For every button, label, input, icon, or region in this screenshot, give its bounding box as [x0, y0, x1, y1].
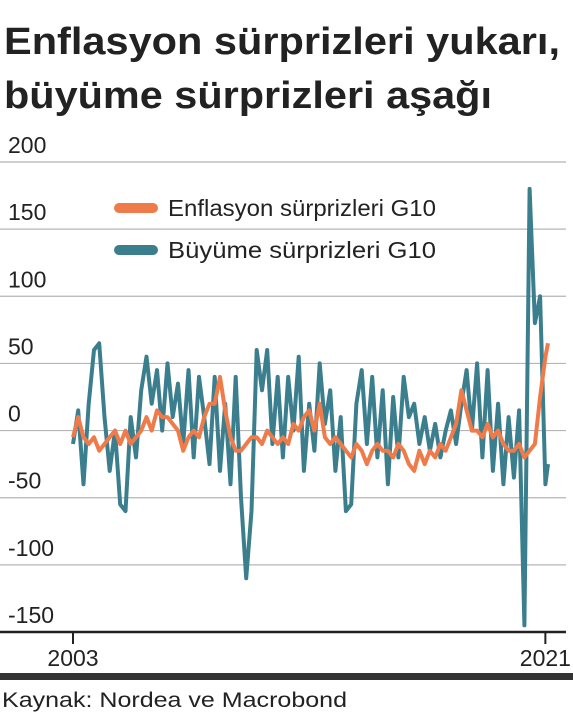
y-tick-label: 0 — [8, 401, 21, 427]
chart-title: Enflasyon sürprizleri yukarı, — [4, 21, 560, 63]
divider — [0, 673, 573, 680]
x-tick-label: 2003 — [47, 645, 98, 671]
y-tick-label: 150 — [8, 199, 46, 225]
y-tick-label: -100 — [8, 535, 54, 561]
y-tick-label: -150 — [8, 602, 54, 628]
legend-label: Büyüme sürprizleri G10 — [168, 237, 436, 263]
x-tick-label: 2021 — [520, 645, 571, 671]
y-tick-label: 50 — [8, 333, 34, 359]
y-tick-label: 200 — [8, 132, 46, 158]
legend-label: Enflasyon sürprizleri G10 — [168, 195, 436, 221]
chart-title: büyüme sürprizleri aşağı — [4, 75, 492, 117]
y-tick-label: 100 — [8, 266, 46, 292]
y-tick-label: -50 — [8, 468, 41, 494]
source: Kaynak: Nordea ve Macrobond — [2, 689, 347, 712]
series-line — [71, 342, 550, 473]
